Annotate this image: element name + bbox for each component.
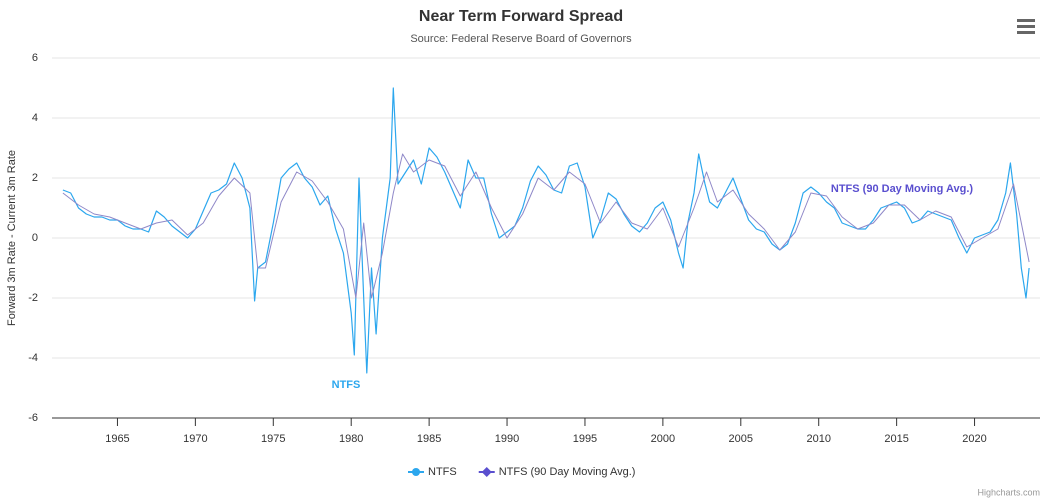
legend-symbol: [481, 467, 492, 477]
chart-title: Near Term Forward Spread: [419, 8, 623, 25]
series-label: NTFS: [332, 379, 361, 391]
y-tick-label: -4: [28, 352, 38, 364]
series-line: [62, 153, 1030, 299]
y-tick-label: 2: [32, 172, 38, 184]
legend-label: NTFS (90 Day Moving Avg.): [499, 466, 636, 478]
x-tick-label: 2005: [729, 433, 753, 445]
y-tick-label: -6: [28, 412, 38, 424]
x-tick-label: 1965: [105, 433, 129, 445]
series-label: NTFS (90 Day Moving Avg.): [831, 183, 974, 195]
x-tick-label: 1995: [573, 433, 597, 445]
legend-item[interactable]: NTFS: [408, 466, 457, 478]
x-tick-label: 1975: [261, 433, 285, 445]
y-tick-label: 0: [32, 232, 38, 244]
y-axis-label: Forward 3m Rate - Current 3m Rate: [6, 150, 18, 326]
x-tick-label: 1990: [495, 433, 519, 445]
y-tick-label: 6: [32, 52, 38, 64]
x-tick-label: 1980: [339, 433, 363, 445]
y-tick-label: 4: [32, 112, 38, 124]
menu-bar: [1017, 25, 1035, 28]
x-tick-label: 2015: [884, 433, 908, 445]
menu-bar: [1017, 31, 1035, 34]
menu-bar: [1017, 19, 1035, 22]
chart-subtitle: Source: Federal Reserve Board of Governo…: [410, 33, 632, 45]
credits: Highcharts.com: [977, 487, 1040, 497]
legend-label: NTFS: [428, 466, 457, 478]
menu-button[interactable]: [1017, 19, 1035, 34]
y-tick-label: -2: [28, 292, 38, 304]
x-tick-label: 1970: [183, 433, 207, 445]
legend-item[interactable]: NTFS (90 Day Moving Avg.): [478, 466, 636, 478]
x-tick-label: 2010: [806, 433, 830, 445]
x-tick-label: 1985: [417, 433, 441, 445]
series-line: [62, 87, 1030, 374]
x-tick-label: 2020: [962, 433, 986, 445]
legend-symbol: [412, 468, 420, 476]
x-tick-label: 2000: [651, 433, 675, 445]
